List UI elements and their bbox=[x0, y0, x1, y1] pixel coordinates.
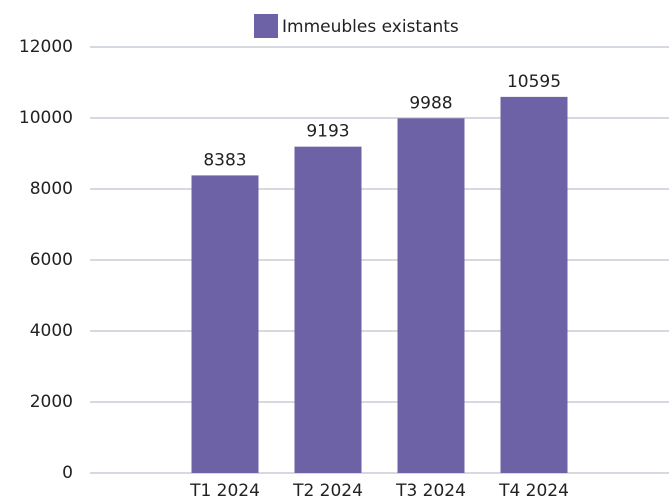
x-tick-label: T2 2024 bbox=[292, 481, 363, 499]
x-tick-label: T3 2024 bbox=[395, 481, 466, 499]
bar bbox=[191, 175, 259, 473]
x-tick-label: T1 2024 bbox=[189, 481, 260, 499]
y-tick-label: 8000 bbox=[30, 179, 73, 199]
y-tick-label: 10000 bbox=[19, 108, 73, 128]
y-tick-label: 0 bbox=[62, 463, 73, 483]
y-tick-label: 12000 bbox=[19, 37, 73, 57]
y-tick-label: 6000 bbox=[30, 250, 73, 270]
legend-swatch bbox=[254, 14, 278, 38]
y-tick-label: 2000 bbox=[30, 392, 73, 412]
legend-label: Immeubles existants bbox=[282, 17, 459, 37]
y-tick-label: 4000 bbox=[30, 321, 73, 341]
x-tick-label: T4 2024 bbox=[498, 481, 569, 499]
data-label: 10595 bbox=[507, 72, 561, 92]
bar bbox=[500, 96, 568, 473]
data-label: 8383 bbox=[203, 150, 246, 170]
bar bbox=[397, 118, 465, 474]
data-label: 9193 bbox=[306, 122, 349, 142]
bar bbox=[294, 146, 362, 473]
data-label: 9988 bbox=[409, 93, 452, 113]
